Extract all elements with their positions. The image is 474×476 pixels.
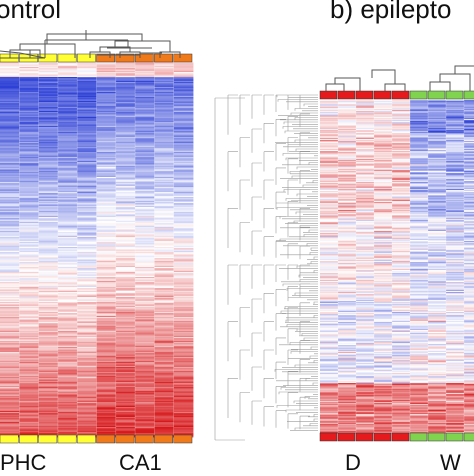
column-group-bar-bottom-a bbox=[97, 435, 115, 443]
row-dendrogram bbox=[215, 95, 318, 440]
column-group-bar-bottom-a bbox=[19, 435, 37, 443]
column-group-bar-bottom-a bbox=[174, 435, 192, 443]
column-group-bar-top-a bbox=[77, 54, 95, 62]
column-group-bar-bottom-a bbox=[58, 435, 76, 443]
column-group-bar-bottom-a bbox=[39, 435, 57, 443]
column-group-bar-bottom-a bbox=[116, 435, 134, 443]
column-group-bar-bottom-a bbox=[77, 435, 95, 443]
column-group-bar-top-a bbox=[174, 54, 192, 62]
column-group-bar-bottom-a bbox=[154, 435, 172, 443]
column-group-bar-bottom-a bbox=[135, 435, 153, 443]
column-group-bar-top-a bbox=[154, 54, 172, 62]
column-group-bar-bottom-a bbox=[0, 435, 18, 443]
column-group-bar-top-a bbox=[58, 54, 76, 62]
